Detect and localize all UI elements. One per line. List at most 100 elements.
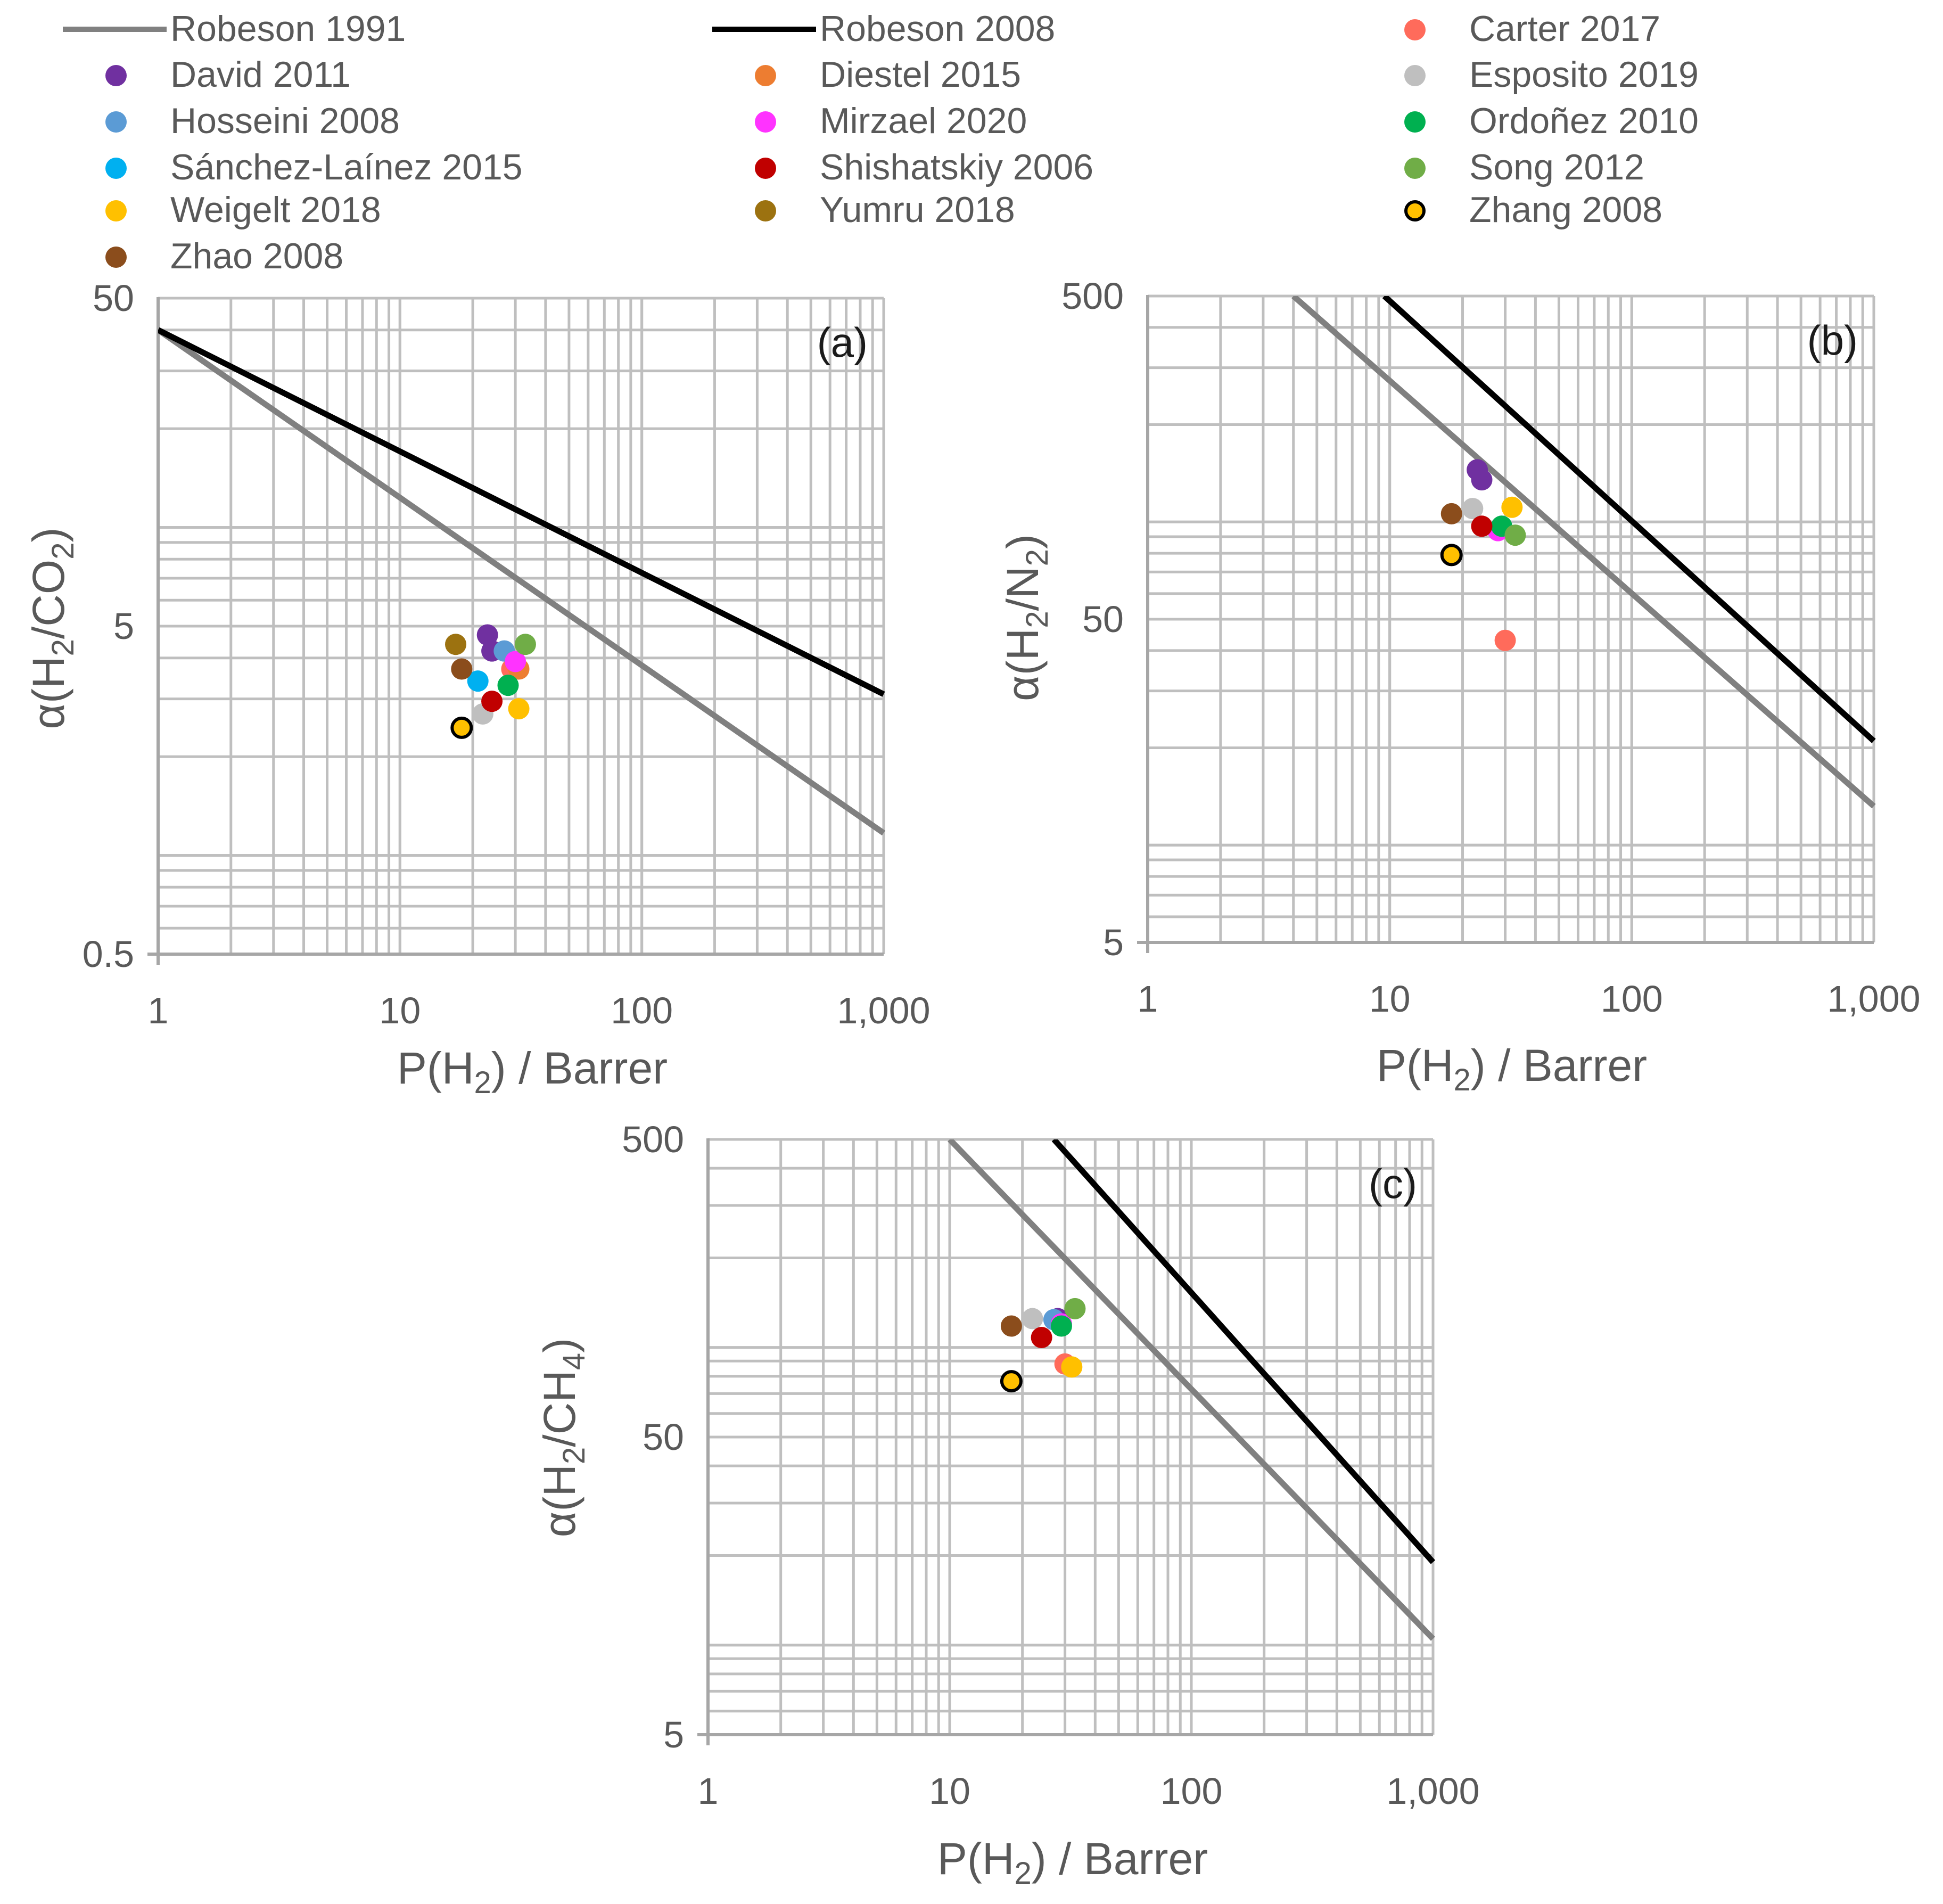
legend-marker-swatch [64, 51, 170, 98]
legend-label: Esposito 2019 [1469, 54, 1699, 95]
legend-label: Diestel 2015 [820, 54, 1022, 95]
series-line-robeson-1991 [158, 327, 886, 836]
x-tick-label: 10 [379, 990, 421, 1031]
series-line-robeson-2008 [1051, 1139, 1435, 1564]
legend-label: Zhao 2008 [170, 236, 344, 276]
data-point-shishatskiy-2006 [1471, 515, 1493, 537]
data-point-zhang-2008 [450, 716, 473, 739]
y-tick-label: 5 [663, 1714, 684, 1755]
data-point-esposito-2019 [1022, 1308, 1043, 1329]
legend: Robeson 1991 Robeson 2008 Carter 2017 David… [0, 0, 1943, 277]
x-axis-label-tail: ) / Barrer [491, 1043, 668, 1093]
legend-marker-swatch [713, 186, 820, 233]
x-tick-label: 1,000 [1386, 1770, 1479, 1812]
x-axis-label-sub: 2 [1015, 1856, 1032, 1891]
legend-item-sanchez-lainez-2015: Sánchez-Laínez 2015 [64, 144, 523, 191]
x-axis-label-sub: 2 [474, 1065, 491, 1100]
y-axis-label-sub: 2 [1020, 611, 1055, 628]
y-axis-label-tail: ) [23, 527, 73, 542]
legend-item-yumru-2018: Yumru 2018 [713, 186, 1015, 233]
y-tick-label: 50 [93, 277, 134, 319]
legend-marker-swatch [1363, 97, 1469, 144]
x-tick-label: 100 [1601, 978, 1663, 1020]
data-point-shishatskiy-2006 [1031, 1327, 1052, 1349]
y-tick-label: 5 [113, 605, 134, 647]
legend-item-hosseini-2008: Hosseini 2008 [64, 97, 400, 144]
y-tick-label: 5 [1103, 922, 1124, 963]
x-tick-label: 1 [1138, 978, 1158, 1020]
y-axis-label-main: α(H [23, 656, 73, 729]
legend-item-ordonez-2010: Ordoñez 2010 [1363, 97, 1699, 144]
legend-item-zhao-2008: Zhao 2008 [64, 233, 343, 280]
series-line-robeson-2008 [1382, 296, 1876, 743]
data-point-weigelt-2018 [1061, 1356, 1083, 1378]
y-axis-label-sub: 4 [557, 1353, 591, 1370]
data-point-esposito-2019 [1462, 498, 1484, 520]
y-tick-label: 50 [643, 1416, 684, 1458]
legend-label: Mirzael 2020 [820, 101, 1027, 141]
y-axis-label-main: α(H [998, 628, 1048, 701]
x-tick-label: 10 [929, 1770, 970, 1812]
legend-item-robeson-1991: Robeson 1991 [63, 5, 406, 52]
legend-marker-swatch [713, 144, 820, 191]
x-axis-label: P(H2) / Barrer [1377, 1040, 1647, 1097]
data-point-shishatskiy-2006 [481, 691, 503, 712]
legend-item-weigelt-2018: Weigelt 2018 [64, 186, 381, 233]
series-line-robeson-1991 [948, 1139, 1435, 1641]
legend-label: Yumru 2018 [820, 190, 1015, 230]
legend-label: Weigelt 2018 [170, 190, 381, 230]
x-axis-label-main: P(H [937, 1834, 1015, 1884]
legend-marker-swatch [1363, 186, 1469, 233]
y-axis-label-mid: /CH [534, 1370, 584, 1447]
grid-panel-b [1146, 294, 1875, 944]
y-tick-label: 500 [622, 1119, 684, 1160]
data-point-sanchez-lainez-2015 [467, 670, 489, 692]
data-point-yumru-2018 [445, 634, 467, 655]
legend-item-esposito-2019: Esposito 2019 [1363, 51, 1699, 98]
y-axis-label-tail: ) [998, 534, 1048, 549]
legend-item-robeson-2008: Robeson 2008 [712, 5, 1055, 52]
x-tick-label: 100 [611, 990, 673, 1031]
y-axis-label: α(H2/CH4) [534, 1338, 591, 1537]
data-point-song-2012 [514, 634, 536, 655]
panel-label: (a) [817, 319, 868, 366]
x-tick-label: 1 [698, 1770, 719, 1812]
x-axis-label-main: P(H [1377, 1040, 1454, 1090]
legend-label: Sánchez-Laínez 2015 [170, 147, 523, 187]
x-tick-label: 1 [148, 990, 169, 1031]
legend-line-swatch [712, 5, 820, 52]
data-point-david-2011 [476, 624, 498, 646]
legend-marker-swatch [64, 233, 170, 280]
legend-item-mirzael-2020: Mirzael 2020 [713, 97, 1027, 144]
y-tick-label: 0.5 [83, 933, 134, 975]
legend-marker-swatch [64, 144, 170, 191]
data-point-zhao-2008 [451, 658, 473, 680]
y-axis-label-sub: 2 [46, 542, 80, 559]
legend-label: Shishatskiy 2006 [820, 147, 1094, 187]
x-axis-label-tail: ) / Barrer [1032, 1834, 1208, 1884]
x-axis-label: P(H2) / Barrer [937, 1834, 1208, 1891]
legend-marker-swatch [64, 186, 170, 233]
x-tick-label: 100 [1160, 1770, 1223, 1812]
legend-item-zhang-2008: Zhang 2008 [1363, 186, 1662, 233]
x-axis-label-main: P(H [397, 1043, 474, 1093]
legend-line-swatch [63, 5, 170, 52]
y-axis-label-main: α(H [534, 1464, 584, 1537]
legend-item-diestel-2015: Diestel 2015 [713, 51, 1021, 98]
data-point-zhao-2008 [1000, 1315, 1022, 1337]
data-point-song-2012 [1064, 1298, 1086, 1319]
legend-label: Zhang 2008 [1469, 190, 1662, 230]
legend-item-song-2012: Song 2012 [1363, 144, 1644, 191]
legend-label: Song 2012 [1469, 147, 1644, 187]
data-point-ordonez-2010 [1050, 1315, 1072, 1337]
data-point-david-2011 [1471, 469, 1493, 491]
legend-label: Carter 2017 [1469, 9, 1661, 49]
y-axis-label-mid: /N [998, 566, 1048, 611]
legend-marker-swatch [713, 51, 820, 98]
y-axis-label: α(H2/N2) [998, 534, 1055, 701]
x-tick-label: 1,000 [837, 990, 930, 1031]
panel-label: (b) [1807, 317, 1858, 364]
